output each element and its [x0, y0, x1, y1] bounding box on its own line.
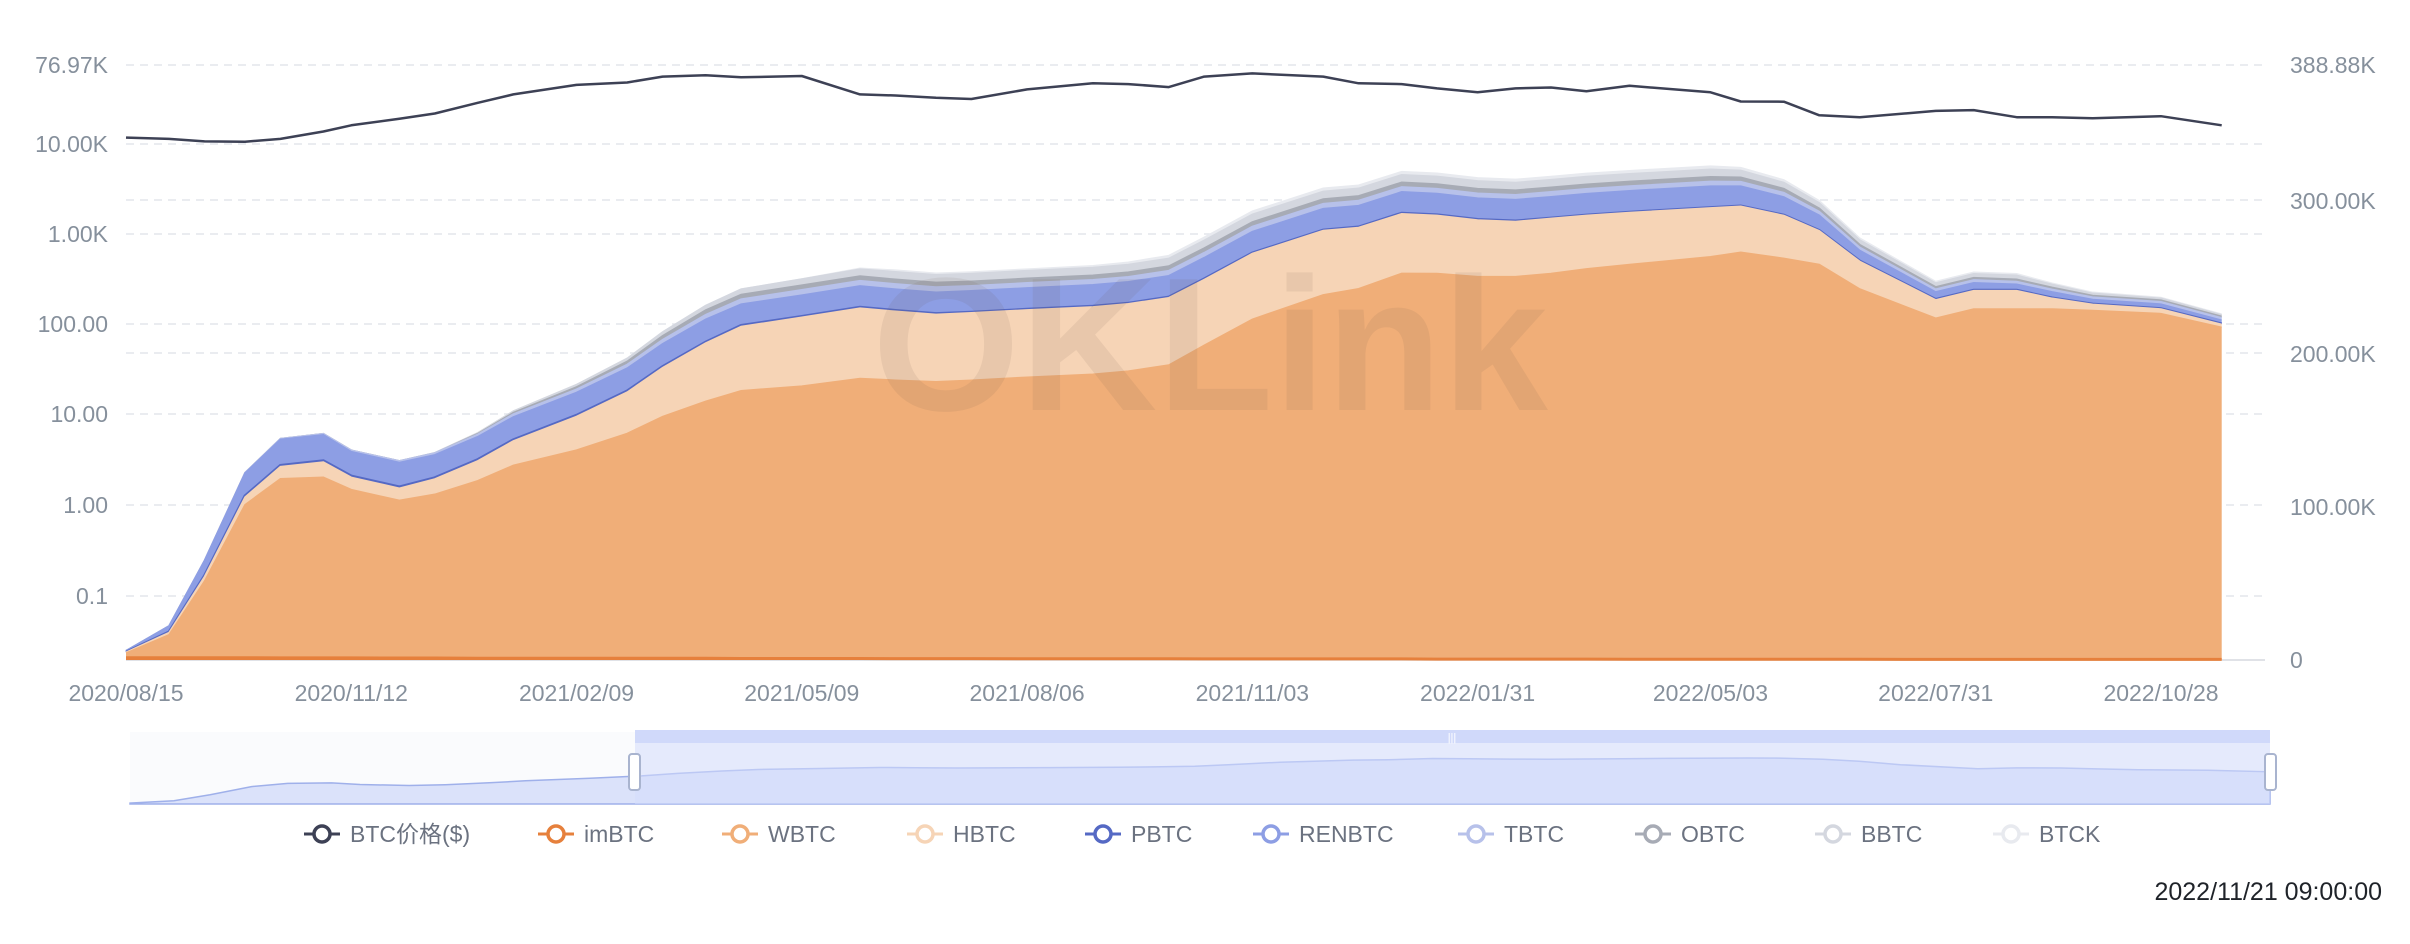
zoom-grip[interactable]: ||| [1448, 732, 1457, 744]
area-edge-wbtc [125, 251, 2222, 654]
stacked-areas [125, 165, 2223, 661]
x-tick-label: 2022/05/03 [1653, 680, 1768, 706]
right-tick-label: 300.00K [2290, 188, 2376, 214]
watermark-text: OKLink [872, 239, 1548, 451]
left-tick-label: 10.00K [35, 131, 109, 157]
x-tick-label: 2022/07/31 [1878, 680, 1993, 706]
zoom-top-bar[interactable] [635, 730, 2270, 743]
right-tick-label: 0 [2290, 647, 2303, 673]
legend-item-pbtc[interactable]: PBTC [1085, 821, 1192, 847]
legend-label: TBTC [1504, 821, 1564, 847]
legend-label: BTC价格($) [350, 821, 470, 847]
x-tick-label: 2022/01/31 [1420, 680, 1535, 706]
legend-item-tbtc[interactable]: TBTC [1458, 821, 1564, 847]
legend-label: OBTC [1681, 821, 1745, 847]
legend-label: PBTC [1131, 821, 1192, 847]
area-edge-renbtc [125, 185, 2222, 652]
legend-marker-icon [546, 824, 566, 844]
legend-marker-icon [1093, 824, 1113, 844]
legend-marker-icon [730, 824, 750, 844]
legend-label: RENBTC [1299, 821, 1394, 847]
legend-marker-icon [2001, 824, 2021, 844]
left-tick-label: 1.00K [48, 221, 109, 247]
right-axis: 388.88K 300.00K 200.00K 100.00K 0 [2290, 52, 2376, 673]
zoom-selection[interactable] [635, 732, 2270, 804]
legend-item-obtc[interactable]: OBTC [1635, 821, 1745, 847]
x-tick-label: 2020/11/12 [295, 680, 408, 706]
legend-label: WBTC [768, 821, 836, 847]
legend-label: HBTC [953, 821, 1016, 847]
legend-item-wbtc[interactable]: WBTC [722, 821, 836, 847]
watermark: OKLink [872, 239, 1548, 451]
zoom-handle-right[interactable] [2264, 753, 2277, 791]
area-edge-hbtc [125, 205, 2222, 653]
legend-marker-icon [915, 824, 935, 844]
area-wbtc [126, 252, 2222, 660]
left-tick-label: 10.00 [50, 401, 108, 427]
btc-price-line [125, 72, 2222, 143]
left-tick-label: 76.97K [35, 52, 109, 78]
area-renbtc [126, 186, 2222, 653]
x-tick-label: 2022/10/28 [2103, 680, 2218, 706]
legend-label: BTCK [2039, 821, 2101, 847]
legend-item-btck[interactable]: BTCK [1993, 821, 2101, 847]
right-tick-label: 100.00K [2290, 494, 2376, 520]
legend-item-btc-price[interactable]: BTC价格($) [304, 821, 470, 847]
data-zoom-slider[interactable]: ||| [129, 730, 2277, 805]
legend-item-hbtc[interactable]: HBTC [907, 821, 1016, 847]
x-tick-label: 2020/08/15 [68, 680, 183, 706]
x-tick-label: 2021/08/06 [970, 680, 1085, 706]
area-edge-imbtc [126, 656, 2222, 661]
right-tick-label: 388.88K [2290, 52, 2376, 78]
legend-item-bbtc[interactable]: BBTC [1815, 821, 1922, 847]
legend-marker-icon [1823, 824, 1843, 844]
legend-marker-icon [1261, 824, 1281, 844]
left-tick-label: 1.00 [63, 492, 108, 518]
legend-item-imbtc[interactable]: imBTC [538, 821, 654, 847]
btc-price-line-layer [125, 72, 2222, 143]
legend-item-renbtc[interactable]: RENBTC [1253, 821, 1394, 847]
right-tick-label: 200.00K [2290, 341, 2376, 367]
left-axis: 76.97K 10.00K 1.00K 100.00 10.00 1.00 0.1 [35, 52, 109, 609]
x-tick-label: 2021/11/03 [1196, 680, 1309, 706]
legend-label: imBTC [584, 821, 654, 847]
legend-marker-icon [312, 824, 332, 844]
left-tick-label: 100.00 [38, 311, 108, 337]
x-tick-label: 2021/05/09 [744, 680, 859, 706]
x-tick-label: 2021/02/09 [519, 680, 634, 706]
x-axis: 2020/08/15 2020/11/12 2021/02/09 2021/05/09… [68, 680, 2218, 706]
timestamp: 2022/11/21 09:00:00 [2154, 878, 2382, 906]
legend-marker-icon [1643, 824, 1663, 844]
legend-marker-icon [1466, 824, 1486, 844]
legend: BTC价格($) imBTC WBTC HBTC PBTC RENBTC TBTC OBTC B… [304, 821, 2101, 847]
zoom-handle-left[interactable] [628, 753, 641, 791]
left-tick-label: 0.1 [76, 583, 108, 609]
area-edge-tbtc [125, 180, 2222, 652]
legend-label: BBTC [1861, 821, 1922, 847]
